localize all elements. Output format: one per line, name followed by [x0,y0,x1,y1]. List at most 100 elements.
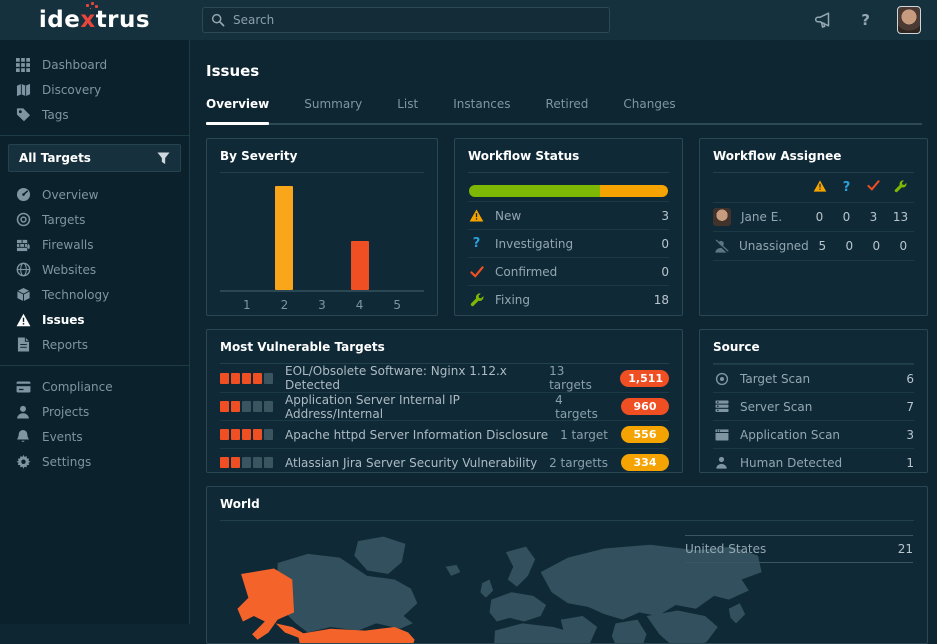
source-row-application-scan[interactable]: Application Scan 3 [713,420,914,448]
sidebar-item-discovery[interactable]: Discovery [0,77,189,102]
vulnerability-name: Application Server Internal IP Address/I… [285,393,555,421]
status-row-investigating[interactable]: ? Investigating 0 [468,229,669,257]
country-name: United States [685,542,766,556]
warning-icon [806,180,833,195]
check-icon [468,266,485,278]
severity-bar-2 [275,186,293,290]
vulnerability-name: Apache httpd Server Information Disclosu… [285,428,548,442]
sidebar-item-compliance[interactable]: Compliance [0,374,189,399]
assignee-name: Unassigned [739,239,809,253]
global-search [202,7,610,33]
target-filter-label: All Targets [19,151,91,165]
sidebar-item-events[interactable]: Events [0,424,189,449]
vulnerable-target-row[interactable]: Apache httpd Server Information Disclosu… [220,420,669,448]
announcements-icon[interactable] [815,12,834,29]
card-title: World [220,497,914,521]
target-filter-select[interactable]: All Targets [8,144,181,172]
severity-blocks [220,373,273,384]
status-row-new[interactable]: New 3 [468,201,669,229]
status-count: 0 [661,265,669,279]
unassigned-person-icon [713,239,729,254]
risk-score-badge: 1,511 [620,370,669,387]
source-row-target-scan[interactable]: Target Scan 6 [713,364,914,392]
sidebar-item-settings[interactable]: Settings [0,449,189,474]
sidebar-divider [0,135,189,136]
filter-funnel-icon [157,152,170,165]
risk-score-badge: 334 [621,454,669,471]
tab-bar: Overview Summary List Instances Retired … [206,97,922,125]
sidebar-item-label: Technology [42,288,109,302]
sidebar-item-label: Overview [42,188,99,202]
tab-retired[interactable]: Retired [546,97,589,123]
severity-bar-chart [220,179,424,292]
main-content: Issues Overview Summary List Instances R… [191,40,937,624]
sidebar-item-websites[interactable]: Websites [0,257,189,282]
gear-icon [15,454,31,469]
tab-instances[interactable]: Instances [453,97,510,123]
assignee-name: Jane E. [741,210,782,224]
workflow-progress-bar [469,185,668,197]
user-avatar[interactable] [897,6,921,34]
assignee-row-jane[interactable]: Jane E. 0 0 3 13 [713,203,914,232]
sidebar-item-label: Websites [42,263,96,277]
sidebar-item-label: Firewalls [42,238,94,252]
sidebar-item-reports[interactable]: Reports [0,332,189,357]
help-icon[interactable]: ? [861,11,870,29]
severity-blocks [220,457,273,468]
vulnerable-target-row[interactable]: EOL/Obsolete Software: Nginx 1.12.x Dete… [220,364,669,392]
vulnerable-target-row[interactable]: Atlassian Jira Server Security Vulnerabi… [220,448,669,476]
assignee-row-unassigned[interactable]: Unassigned 5 0 0 0 [713,232,914,261]
sidebar-item-label: Settings [42,455,91,469]
progress-orange [600,185,668,197]
sidebar-item-targets[interactable]: Targets [0,207,189,232]
card-title: Source [713,340,914,364]
assignee-avatar [713,208,731,226]
sidebar-item-technology[interactable]: Technology [0,282,189,307]
status-row-fixing[interactable]: Fixing 18 [468,285,669,313]
sidebar-item-tags[interactable]: Tags [0,102,189,127]
tab-overview[interactable]: Overview [206,97,269,123]
source-count: 3 [906,428,914,442]
sidebar-item-firewalls[interactable]: Firewalls [0,232,189,257]
tab-changes[interactable]: Changes [623,97,675,123]
country-table: United States 21 [685,535,913,563]
card-title: Workflow Assignee [713,149,914,173]
source-count: 6 [906,372,914,386]
world-card: World [206,486,928,644]
map-icon [15,83,31,97]
brand-logo[interactable]: idextrus [0,0,190,40]
sidebar-item-label: Compliance [42,380,113,394]
sidebar-item-label: Tags [42,108,69,122]
application-scan-icon [713,429,730,441]
vulnerable-target-row[interactable]: Application Server Internal IP Address/I… [220,392,669,420]
sidebar-item-label: Dashboard [42,58,107,72]
bullseye-icon [15,212,31,227]
sidebar-item-projects[interactable]: Projects [0,399,189,424]
sidebar-item-overview[interactable]: Overview [0,182,189,207]
globe-icon [15,262,31,277]
most-vulnerable-card: Most Vulnerable Targets EOL/Obsolete Sof… [206,329,683,473]
workflow-assignee-card: Workflow Assignee ? [699,138,928,316]
sidebar-item-label: Projects [42,405,89,419]
sidebar-item-issues[interactable]: Issues [0,307,189,332]
warning-icon [468,209,485,222]
tab-summary[interactable]: Summary [304,97,362,123]
target-count: 1 target [560,428,608,442]
dashboard-grid-icon [15,58,31,72]
sidebar-item-label: Events [42,430,83,444]
sidebar-item-label: Issues [42,313,85,327]
status-row-confirmed[interactable]: Confirmed 0 [468,257,669,285]
search-input[interactable] [202,7,610,33]
tab-list[interactable]: List [397,97,418,123]
sidebar-item-dashboard[interactable]: Dashboard [0,52,189,77]
source-card: Source Target Scan 6 Server Scan 7 App [699,329,928,473]
person-icon [15,405,31,419]
sidebar: Dashboard Discovery Tags All Targets Ove… [0,40,190,624]
source-row-human-detected[interactable]: Human Detected 1 [713,448,914,476]
status-count: 18 [654,293,669,307]
progress-green [469,185,600,197]
vulnerability-name: EOL/Obsolete Software: Nginx 1.12.x Dete… [285,364,549,392]
source-row-server-scan[interactable]: Server Scan 7 [713,392,914,420]
country-row-united-states[interactable]: United States 21 [685,535,913,563]
